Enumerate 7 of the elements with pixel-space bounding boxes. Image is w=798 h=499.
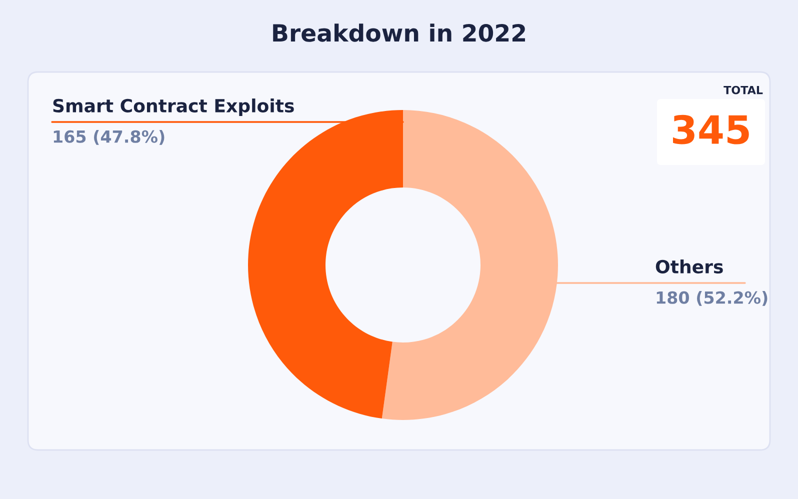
chart-title: Breakdown in 2022 bbox=[273, 24, 525, 42]
text: TOTAL bbox=[724, 86, 763, 94]
text: 345 bbox=[673, 114, 749, 144]
data-label: 165 (47.8%) bbox=[54, 130, 164, 145]
slice-label: Others bbox=[656, 260, 723, 274]
data-label: 180 (52.2%) bbox=[656, 291, 768, 306]
slice-label: Smart Contract Exploits bbox=[53, 98, 294, 116]
